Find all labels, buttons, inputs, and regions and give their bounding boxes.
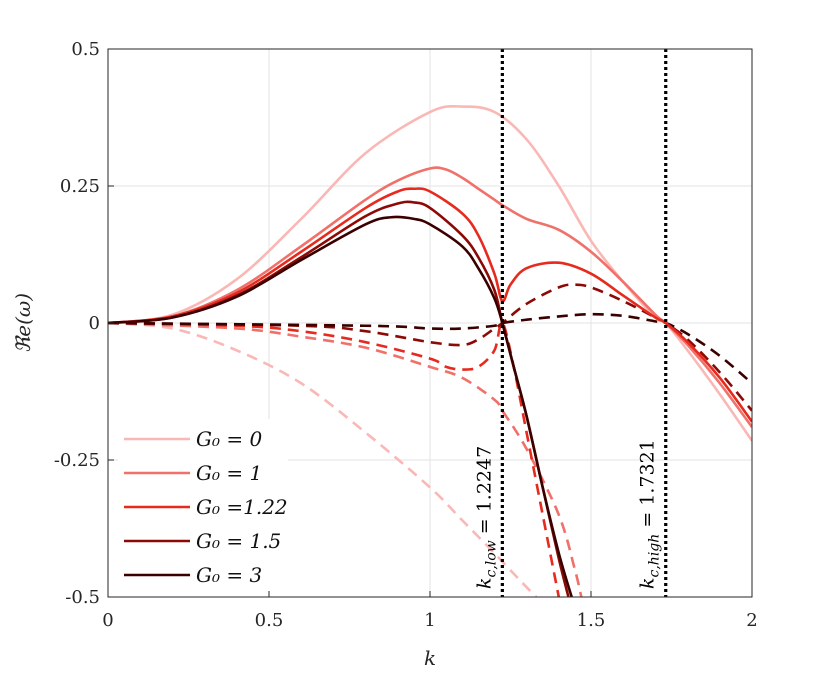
series-1-dashed-line xyxy=(108,321,583,597)
legend-label-3: G₀ = 1.5 xyxy=(196,529,281,553)
y-tick-label: 0 xyxy=(89,313,100,334)
x-tick-label: 0 xyxy=(102,610,113,631)
x-axis-label: k xyxy=(424,646,436,670)
legend-label-2: G₀ =1.22 xyxy=(196,495,288,519)
y-axis-label: ℜe(ω) xyxy=(11,293,35,353)
x-tick-label: 2 xyxy=(746,610,757,631)
threshold-lines: kc,low = 1.2247 kc,high = 1.7321 xyxy=(473,49,668,597)
x-tick-label: 1 xyxy=(424,610,435,631)
legend-label-1: G₀ = 1 xyxy=(196,461,262,485)
legend-box xyxy=(118,419,288,591)
series-0-dashed-line xyxy=(108,321,538,597)
vline-label-1: kc,high = 1.7321 xyxy=(637,439,663,589)
y-tick-label: 0.25 xyxy=(60,176,100,197)
y-tick-label: -0.25 xyxy=(54,450,100,471)
series-layer xyxy=(108,104,752,597)
y-tick-label: 0.5 xyxy=(71,39,100,60)
legend: G₀ = 0 G₀ = 1 G₀ =1.22 G₀ = 1.5 G₀ = 3 xyxy=(118,419,288,591)
x-tick-label: 0.5 xyxy=(255,610,284,631)
legend-label-4: G₀ = 3 xyxy=(196,563,262,587)
vline-label-0: kc,low = 1.2247 xyxy=(473,446,499,589)
x-tick-label: 1.5 xyxy=(577,610,606,631)
series-2-dashed-line xyxy=(108,321,561,597)
ticks: 0 0.5 1 1.5 2 0.5 0.25 0 -0.25 -0.5 xyxy=(54,39,758,631)
series-2-solid-line xyxy=(108,187,752,423)
y-tick-label: -0.5 xyxy=(65,587,100,608)
series-4-solid-line xyxy=(108,215,573,597)
series-4-dashed-line xyxy=(108,312,752,385)
legend-label-0: G₀ = 0 xyxy=(196,427,262,451)
